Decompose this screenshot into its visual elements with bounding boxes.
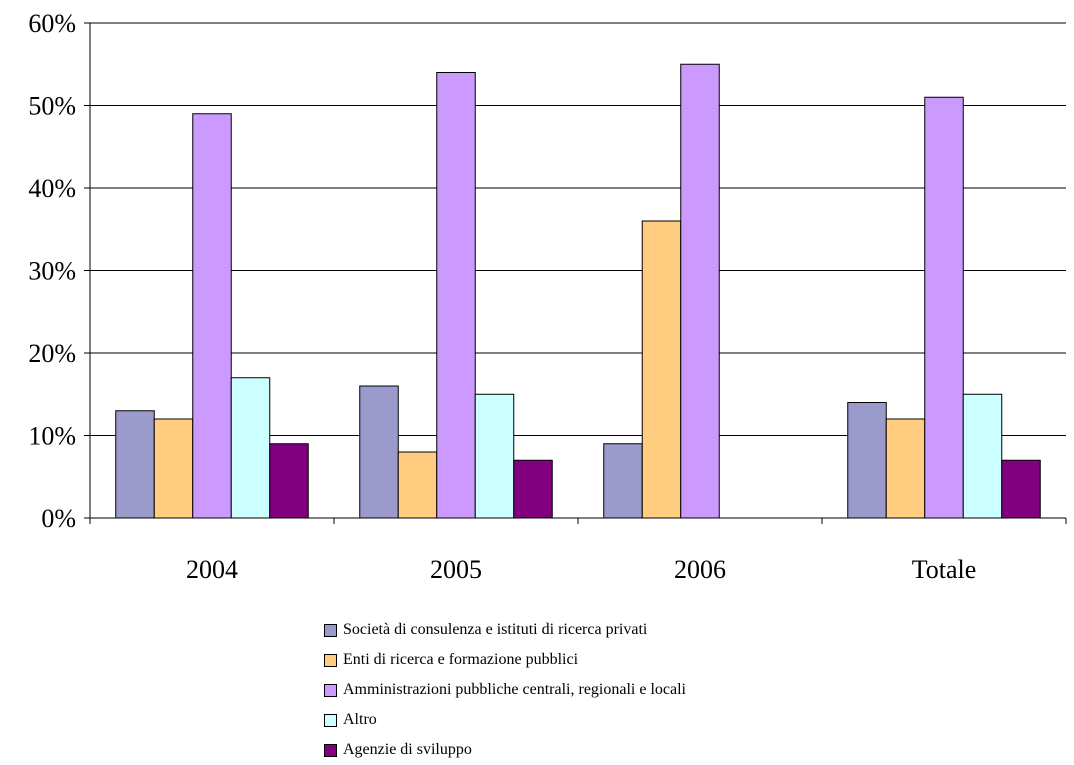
legend-label: Società di consulenza e istituti di rice… [343,621,648,638]
bar [603,443,643,519]
legend-item: Altro [324,705,686,735]
legend-item: Società di consulenza e istituti di rice… [324,615,686,645]
legend-label: Enti di ricerca e formazione pubblici [343,651,579,668]
legend: Società di consulenza e istituti di rice… [324,615,686,765]
bar [115,410,155,519]
legend-swatch [324,683,337,697]
legend-label: Altro [343,711,377,728]
legend-item: Agenzie di sviluppo [324,735,686,765]
y-tick-label: 0% [41,504,76,533]
x-tick-label: 2006 [674,555,726,584]
x-tick-labels: 2004 2005 2006 Totale [186,555,976,584]
bar [847,402,887,519]
bar [924,96,964,519]
bar [474,393,515,519]
bar [269,443,309,519]
x-tick-label: 2004 [186,555,238,584]
y-tick-label: 50% [28,92,76,121]
bar [1001,459,1041,519]
bar [359,385,399,519]
grid-lines [90,22,1066,436]
y-tick-label: 20% [28,339,76,368]
bar [641,220,682,519]
bar [513,459,553,519]
bar [230,377,271,519]
bar [436,72,476,519]
bar [397,451,438,519]
legend-swatch [324,623,337,637]
axes [84,22,1067,524]
bar [962,393,1003,519]
y-tick-label: 10% [28,422,76,451]
y-tick-labels: 0% 10% 20% 30% 40% 50% 60% [28,9,76,533]
bar [885,418,926,519]
y-tick-label: 40% [28,174,76,203]
bar [680,63,720,519]
y-tick-label: 30% [28,257,76,286]
y-tick-label: 60% [28,9,76,38]
legend-swatch [324,743,337,757]
legend-label: Agenzie di sviluppo [343,741,472,758]
legend-swatch [324,653,337,667]
legend-label: Amministrazioni pubbliche centrali, regi… [343,681,686,698]
bar-chart: 0% 10% 20% 30% 40% 50% 60% 2004 2005 2006 Totale [28,9,1067,584]
legend-item: Amministrazioni pubbliche centrali, regi… [324,675,686,705]
bar [192,113,232,519]
legend-item: Enti di ricerca e formazione pubblici [324,645,686,675]
x-tick-label: Totale [912,555,977,584]
bars [115,63,1041,519]
bar [153,418,194,519]
x-tick-label: 2005 [430,555,482,584]
legend-swatch [324,713,337,727]
